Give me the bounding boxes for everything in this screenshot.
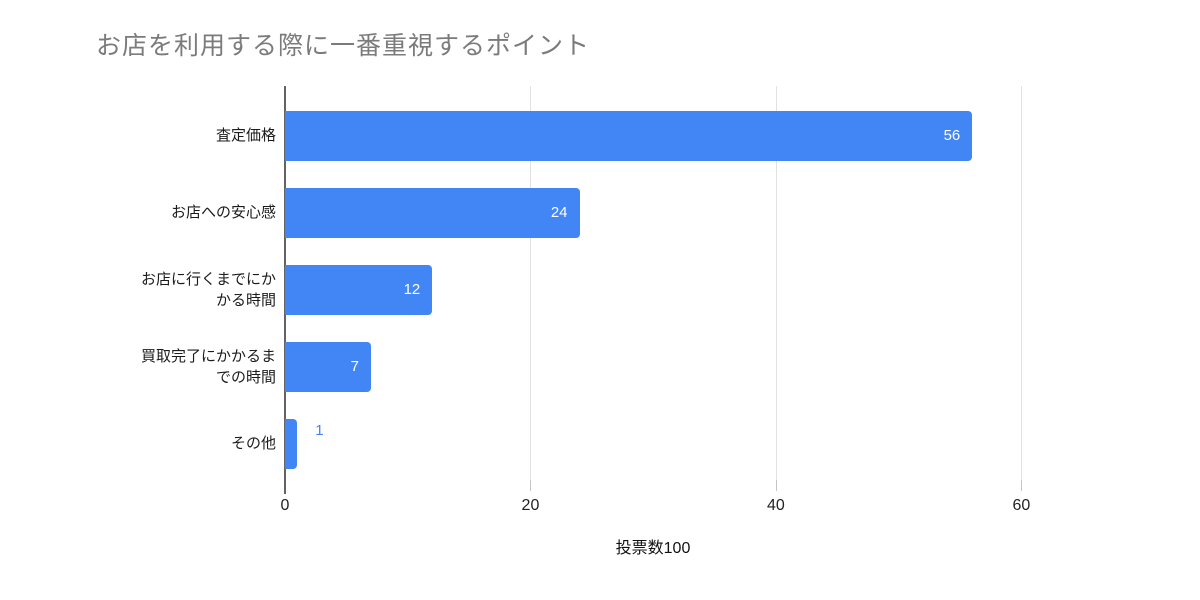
- axis-tick: [530, 480, 532, 491]
- category-label: 買取完了にかかるま での時間: [140, 347, 276, 386]
- bar-value-label: 1: [315, 421, 324, 439]
- category-label: 査定価格: [215, 127, 276, 144]
- bar: [285, 418, 298, 469]
- bar: 56: [285, 110, 973, 161]
- bar-row: 24: [285, 174, 1095, 251]
- category-axis-labels: 査定価格お店への安心感お店に行くまでにか かる時間 買取完了にかかるま での時間そ…: [60, 97, 276, 482]
- bar-row: 7: [285, 328, 1095, 405]
- bar-row: 1: [285, 405, 1095, 482]
- axis-tick: [1021, 480, 1023, 491]
- plot-area: 56 24 12 7 1: [284, 86, 1095, 494]
- x-axis-title: 投票数100: [615, 540, 691, 557]
- bar-value-label: 24: [550, 204, 568, 221]
- gridline: [775, 86, 777, 480]
- gridline: [530, 86, 532, 480]
- chart-title: お店を利用する際に一番重視するポイント: [96, 32, 591, 60]
- bar: 12: [285, 264, 433, 315]
- bar: 24: [285, 187, 580, 238]
- category-label: お店に行くまでにか かる時間: [140, 270, 276, 309]
- axis-tick-label: 20: [521, 497, 540, 514]
- gridline: [1021, 86, 1023, 480]
- bars-container: 56 24 12 7 1: [285, 97, 1095, 482]
- bar: 7: [285, 341, 371, 392]
- bar-row: 56: [285, 97, 1095, 174]
- bar-row: 12: [285, 251, 1095, 328]
- x-axis-ticks: 0 20 40 60: [281, 480, 1095, 540]
- axis-tick-label: 0: [280, 497, 290, 514]
- bar-value-label: 7: [350, 358, 359, 375]
- category-label: その他: [230, 435, 276, 452]
- axis-tick-label: 60: [1012, 497, 1031, 514]
- axis-tick: [775, 480, 777, 491]
- axis-tick-label: 40: [767, 497, 785, 514]
- bar-value-label: 56: [943, 127, 961, 144]
- category-label: お店への安心感: [170, 204, 276, 221]
- bar-value-label: 12: [403, 281, 421, 298]
